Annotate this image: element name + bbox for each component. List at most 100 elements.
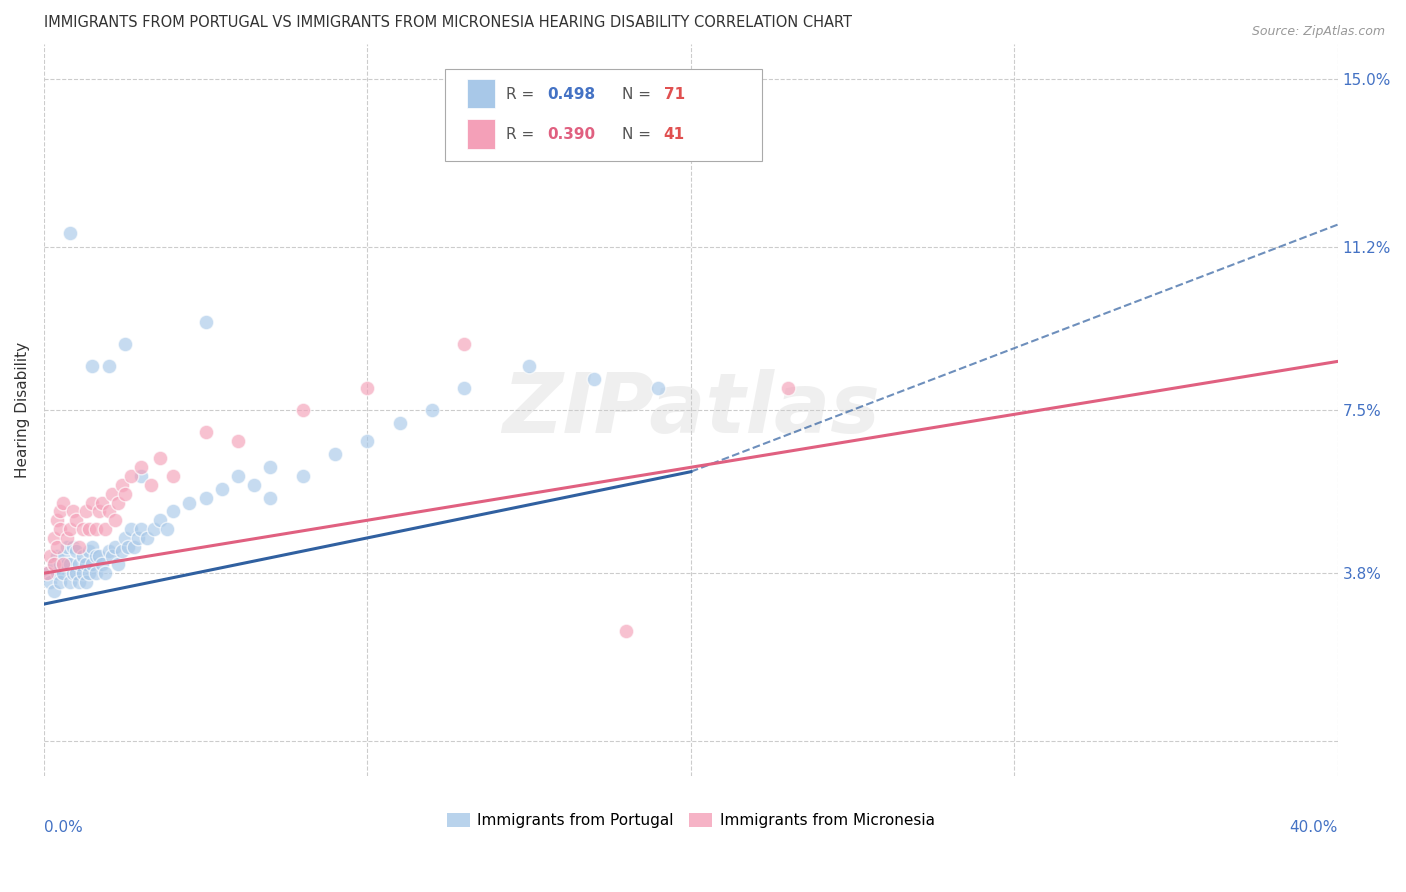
Point <box>226 434 249 448</box>
Point <box>39 549 62 563</box>
Point <box>97 359 120 373</box>
Point <box>114 336 136 351</box>
Point <box>55 531 77 545</box>
Point <box>72 549 94 563</box>
Point <box>517 359 540 373</box>
Point <box>42 558 65 572</box>
Point <box>82 540 104 554</box>
Point <box>97 504 120 518</box>
Text: 41: 41 <box>664 127 685 142</box>
Point <box>52 558 75 572</box>
Point <box>136 531 159 545</box>
Point <box>45 549 67 563</box>
Point <box>62 540 84 554</box>
Point <box>453 336 475 351</box>
Text: R =: R = <box>506 87 538 102</box>
Point <box>55 558 77 572</box>
Point <box>52 549 75 563</box>
Point <box>614 624 637 638</box>
Point <box>84 522 107 536</box>
Point <box>101 487 124 501</box>
Point <box>291 403 314 417</box>
Point <box>77 566 100 581</box>
Point <box>37 566 59 581</box>
Point <box>45 540 67 554</box>
Point <box>84 566 107 581</box>
Point <box>59 522 82 536</box>
Point <box>114 487 136 501</box>
Point <box>65 566 87 581</box>
Point <box>124 540 146 554</box>
Point <box>142 522 165 536</box>
Point <box>453 381 475 395</box>
Point <box>129 469 152 483</box>
Point <box>104 513 127 527</box>
Point <box>129 522 152 536</box>
Text: Source: ZipAtlas.com: Source: ZipAtlas.com <box>1251 25 1385 38</box>
Text: N =: N = <box>623 127 657 142</box>
Point <box>65 544 87 558</box>
Point <box>211 483 233 497</box>
Point <box>52 566 75 581</box>
Point <box>69 558 91 572</box>
Point <box>162 469 184 483</box>
Text: 40.0%: 40.0% <box>1289 820 1337 835</box>
Point <box>82 558 104 572</box>
Point <box>323 447 346 461</box>
Point <box>72 566 94 581</box>
Point <box>356 434 378 448</box>
Y-axis label: Hearing Disability: Hearing Disability <box>15 342 30 478</box>
Point <box>647 381 669 395</box>
Point <box>110 478 132 492</box>
Legend: Immigrants from Portugal, Immigrants from Micronesia: Immigrants from Portugal, Immigrants fro… <box>440 807 941 835</box>
Point <box>107 558 129 572</box>
Point <box>49 504 72 518</box>
Point <box>69 574 91 589</box>
Text: IMMIGRANTS FROM PORTUGAL VS IMMIGRANTS FROM MICRONESIA HEARING DISABILITY CORREL: IMMIGRANTS FROM PORTUGAL VS IMMIGRANTS F… <box>44 15 852 30</box>
Point <box>87 504 110 518</box>
Point <box>101 549 124 563</box>
Point <box>77 544 100 558</box>
Point <box>42 583 65 598</box>
Point <box>82 495 104 509</box>
Point <box>62 566 84 581</box>
Point <box>776 381 799 395</box>
Point <box>91 558 114 572</box>
Point <box>120 522 142 536</box>
Text: 0.0%: 0.0% <box>44 820 83 835</box>
Point <box>87 549 110 563</box>
Text: 0.390: 0.390 <box>547 127 595 142</box>
Point <box>39 574 62 589</box>
Point <box>97 544 120 558</box>
FancyBboxPatch shape <box>444 70 762 161</box>
Point <box>55 540 77 554</box>
Point <box>75 574 97 589</box>
Point <box>259 460 281 475</box>
Point <box>45 566 67 581</box>
Point <box>356 381 378 395</box>
Point <box>149 451 172 466</box>
Point <box>72 522 94 536</box>
Point <box>156 522 179 536</box>
Point <box>49 522 72 536</box>
Point <box>65 513 87 527</box>
Point <box>259 491 281 506</box>
Point <box>194 425 217 439</box>
Point <box>75 558 97 572</box>
Point <box>139 478 162 492</box>
Text: R =: R = <box>506 127 538 142</box>
Text: 71: 71 <box>664 87 685 102</box>
Point <box>120 469 142 483</box>
Point <box>194 491 217 506</box>
Point <box>59 558 82 572</box>
Point <box>91 495 114 509</box>
Point <box>117 540 139 554</box>
Point <box>114 531 136 545</box>
Point <box>77 522 100 536</box>
Point <box>149 513 172 527</box>
Point <box>420 403 443 417</box>
Text: 0.498: 0.498 <box>547 87 595 102</box>
Point <box>59 227 82 241</box>
Point <box>243 478 266 492</box>
Point <box>84 549 107 563</box>
